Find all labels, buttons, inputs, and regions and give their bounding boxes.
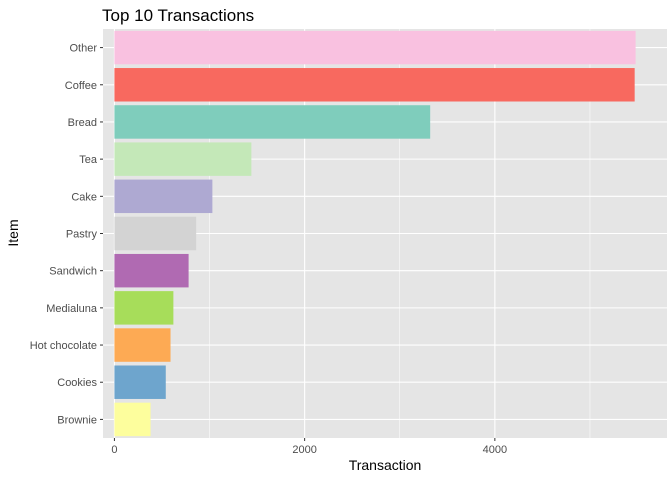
- y-tick-label: Medialuna: [46, 303, 98, 315]
- bar-cake: [114, 179, 213, 214]
- y-tick-label: Coffee: [65, 80, 97, 92]
- y-tick-label: Cake: [71, 191, 97, 203]
- y-tick-label: Cookies: [57, 377, 97, 389]
- y-tick-label: Brownie: [57, 414, 97, 426]
- x-tick-label: 2000: [292, 444, 316, 456]
- bars: [114, 30, 636, 437]
- bar-pastry: [114, 216, 197, 251]
- bar-hot-chocolate: [114, 328, 171, 362]
- x-tick-label: 4000: [483, 444, 507, 456]
- y-tick-label: Hot chocolate: [30, 340, 97, 352]
- bar-bread: [114, 105, 431, 139]
- bar-coffee: [114, 68, 635, 102]
- y-tick-label: Tea: [79, 154, 98, 166]
- bar-other: [114, 30, 636, 65]
- y-tick-label: Pastry: [66, 229, 98, 241]
- y-tick-label: Other: [69, 43, 97, 55]
- bar-brownie: [114, 402, 151, 437]
- chart-title: Top 10 Transactions: [102, 6, 254, 25]
- bar-tea: [114, 142, 252, 176]
- y-tick-label: Sandwich: [49, 266, 97, 278]
- bar-sandwich: [114, 253, 189, 288]
- bar-cookies: [114, 365, 166, 399]
- axes: Other Coffee Bread Tea Cake Pastry Sandwich Med…: [30, 43, 507, 456]
- bar-medialuna: [114, 291, 174, 325]
- x-axis-title: Transaction: [349, 457, 422, 473]
- y-axis-title: Item: [5, 219, 21, 246]
- y-tick-label: Bread: [68, 117, 97, 129]
- x-tick-label: 0: [111, 444, 117, 456]
